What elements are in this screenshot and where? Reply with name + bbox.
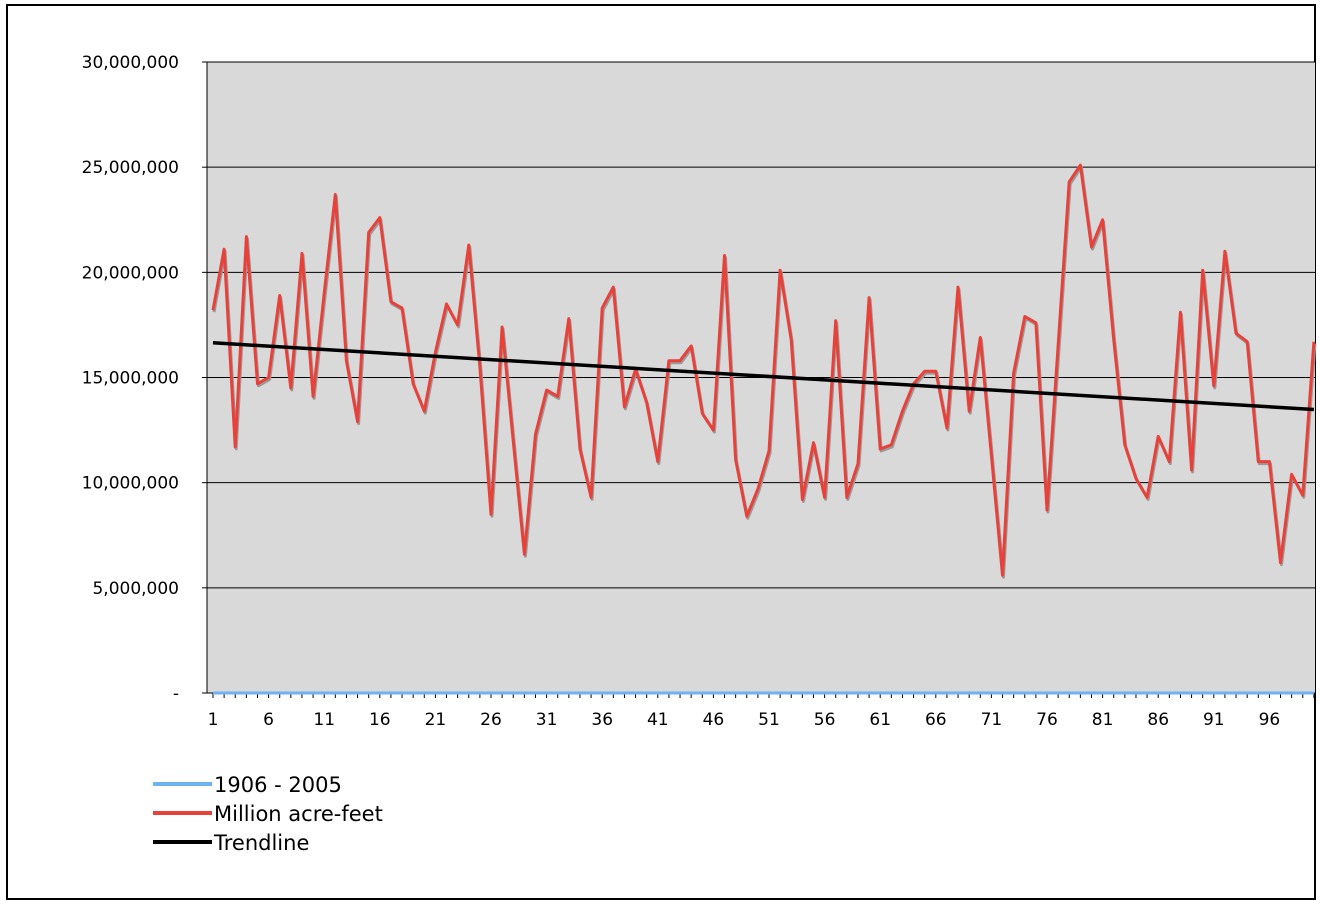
x-tick-label: 86 (1147, 710, 1169, 730)
y-tick-label: 10,000,000 (82, 474, 179, 494)
y-tick-label: 25,000,000 (82, 158, 179, 178)
x-tick-label: 81 (1092, 710, 1114, 730)
y-axis: - 5,000,000 10,000,000 15,000,000 20,000,000… (82, 53, 208, 704)
x-tick-label: 36 (591, 710, 613, 730)
x-tick-label: 21 (425, 710, 447, 730)
y-tick-label: - (173, 684, 179, 704)
legend: 1906 - 2005 Million acre-feet Trendline (153, 773, 383, 855)
series-lines (211, 163, 1317, 695)
y-tick-label: 15,000,000 (82, 369, 179, 389)
chart-frame: - 5,000,000 10,000,000 15,000,000 20,000,000… (6, 4, 1317, 900)
y-tick-label: 30,000,000 (82, 53, 179, 73)
x-tick-label: 46 (703, 710, 725, 730)
x-tick-label: 26 (480, 710, 502, 730)
x-tick-label: 41 (647, 710, 669, 730)
x-tick-label: 66 (925, 710, 947, 730)
x-axis: 1 6 11 16 21 26 31 36 41 46 51 56 61 66 71 76 81 86 91 96 (207, 692, 1315, 730)
legend-label-million-acre-feet: Million acre-feet (214, 802, 383, 826)
x-tick-label: 61 (869, 710, 891, 730)
legend-label-1906-2005: 1906 - 2005 (214, 773, 342, 797)
legend-label-trendline: Trendline (213, 831, 309, 855)
x-tick-label: 96 (1259, 710, 1281, 730)
x-tick-label: 76 (1036, 710, 1058, 730)
y-tick-label: 20,000,000 (82, 263, 179, 283)
y-tick-label: 5,000,000 (92, 579, 179, 599)
x-tick-label: 56 (814, 710, 836, 730)
x-tick-label: 51 (758, 710, 780, 730)
line-chart: - 5,000,000 10,000,000 15,000,000 20,000,000… (82, 53, 1317, 855)
x-tick-label: 11 (313, 710, 335, 730)
x-tick-label: 71 (981, 710, 1003, 730)
x-tick-label: 1 (208, 710, 219, 730)
x-tick-label: 31 (536, 710, 558, 730)
x-tick-label: 91 (1203, 710, 1225, 730)
x-tick-label: 6 (263, 710, 274, 730)
x-tick-label: 16 (369, 710, 391, 730)
series-line-million-acre-feet (211, 163, 1316, 577)
series-line-trendline (212, 341, 1315, 412)
